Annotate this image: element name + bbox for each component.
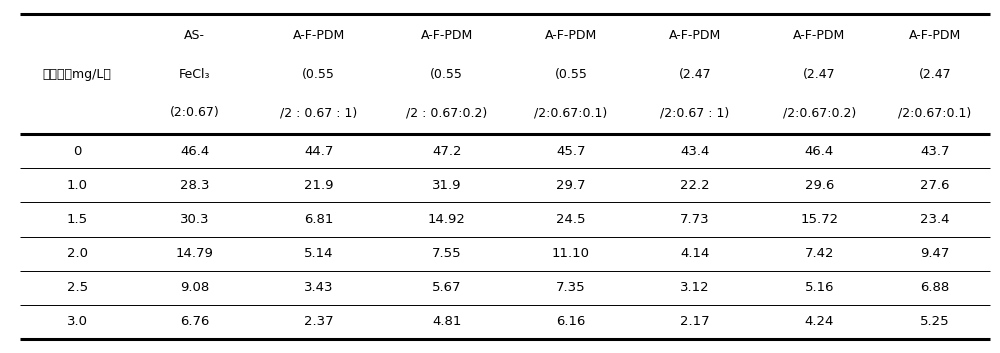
Text: /2:0.67 : 1): /2:0.67 : 1) (660, 106, 730, 119)
Text: 45.7: 45.7 (556, 145, 586, 158)
Text: 43.7: 43.7 (920, 145, 949, 158)
Text: A-F-PDM: A-F-PDM (293, 29, 345, 42)
Text: 11.10: 11.10 (552, 247, 590, 260)
Text: A-F-PDM: A-F-PDM (669, 29, 721, 42)
Text: FeCl₃: FeCl₃ (179, 68, 210, 81)
Text: 47.2: 47.2 (432, 145, 462, 158)
Text: 7.55: 7.55 (432, 247, 462, 260)
Text: 5.14: 5.14 (304, 247, 334, 260)
Text: /2:0.67:0.2): /2:0.67:0.2) (783, 106, 856, 119)
Text: 21.9: 21.9 (304, 179, 334, 192)
Text: 28.3: 28.3 (180, 179, 209, 192)
Text: 22.2: 22.2 (680, 179, 710, 192)
Text: /2 : 0.67 : 1): /2 : 0.67 : 1) (280, 106, 357, 119)
Text: 4.81: 4.81 (432, 315, 461, 328)
Text: 7.42: 7.42 (805, 247, 834, 260)
Text: 4.24: 4.24 (805, 315, 834, 328)
Text: 0: 0 (73, 145, 81, 158)
Text: (2:0.67): (2:0.67) (170, 106, 219, 119)
Text: (2.47: (2.47 (679, 68, 711, 81)
Text: 6.76: 6.76 (180, 315, 209, 328)
Text: (2.47: (2.47 (803, 68, 836, 81)
Text: 43.4: 43.4 (680, 145, 710, 158)
Text: 1.5: 1.5 (67, 213, 88, 226)
Text: 23.4: 23.4 (920, 213, 949, 226)
Text: 5.16: 5.16 (805, 281, 834, 294)
Text: /2:0.67:0.1): /2:0.67:0.1) (898, 106, 971, 119)
Text: 9.08: 9.08 (180, 281, 209, 294)
Text: 6.16: 6.16 (556, 315, 586, 328)
Text: A-F-PDM: A-F-PDM (909, 29, 961, 42)
Text: 1.0: 1.0 (67, 179, 88, 192)
Text: 31.9: 31.9 (432, 179, 462, 192)
Text: 5.67: 5.67 (432, 281, 462, 294)
Text: 3.43: 3.43 (304, 281, 334, 294)
Text: 14.92: 14.92 (428, 213, 466, 226)
Text: 29.6: 29.6 (805, 179, 834, 192)
Text: 24.5: 24.5 (556, 213, 586, 226)
Text: 46.4: 46.4 (180, 145, 209, 158)
Text: 7.35: 7.35 (556, 281, 586, 294)
Text: 4.14: 4.14 (680, 247, 710, 260)
Text: 27.6: 27.6 (920, 179, 949, 192)
Text: /2 : 0.67:0.2): /2 : 0.67:0.2) (406, 106, 487, 119)
Text: 2.17: 2.17 (680, 315, 710, 328)
Text: 46.4: 46.4 (805, 145, 834, 158)
Text: 3.0: 3.0 (67, 315, 88, 328)
Text: 2.0: 2.0 (67, 247, 88, 260)
Text: 5.25: 5.25 (920, 315, 950, 328)
Text: 投加量（mg/L）: 投加量（mg/L） (43, 68, 112, 81)
Text: A-F-PDM: A-F-PDM (545, 29, 597, 42)
Text: AS-: AS- (184, 29, 205, 42)
Text: A-F-PDM: A-F-PDM (421, 29, 473, 42)
Text: (0.55: (0.55 (555, 68, 587, 81)
Text: 2.37: 2.37 (304, 315, 334, 328)
Text: 2.5: 2.5 (67, 281, 88, 294)
Text: 6.81: 6.81 (304, 213, 333, 226)
Text: 15.72: 15.72 (800, 213, 838, 226)
Text: 30.3: 30.3 (180, 213, 209, 226)
Text: 29.7: 29.7 (556, 179, 586, 192)
Text: A-F-PDM: A-F-PDM (793, 29, 845, 42)
Text: /2:0.67:0.1): /2:0.67:0.1) (534, 106, 608, 119)
Text: 3.12: 3.12 (680, 281, 710, 294)
Text: 9.47: 9.47 (920, 247, 949, 260)
Text: 6.88: 6.88 (920, 281, 949, 294)
Text: (0.55: (0.55 (302, 68, 335, 81)
Text: 44.7: 44.7 (304, 145, 333, 158)
Text: 7.73: 7.73 (680, 213, 710, 226)
Text: 14.79: 14.79 (176, 247, 214, 260)
Text: (2.47: (2.47 (918, 68, 951, 81)
Text: (0.55: (0.55 (430, 68, 463, 81)
